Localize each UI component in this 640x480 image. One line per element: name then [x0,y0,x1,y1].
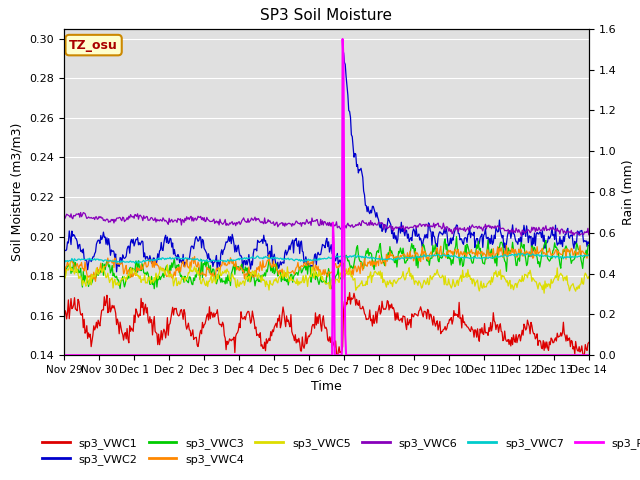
sp3_VWC7 [515,251,522,256]
sp3_VWC5 [371,270,378,276]
Title: SP3 Soil Moisture: SP3 Soil Moisture [260,9,392,24]
Line: sp3_VWC4: sp3_VWC4 [64,245,589,281]
sp3_VWC4 [154,263,161,268]
sp3_VWC7 [412,255,419,261]
sp3_VWC6 [77,210,84,216]
sp3_VWC6 [412,223,419,228]
sp3_VWC2 [585,240,593,246]
sp3_VWC3 [452,234,460,240]
sp3_VWC1 [333,358,341,363]
sp3_VWC7 [196,258,204,264]
sp3_VWC3 [60,274,68,280]
sp3_Rain [339,36,346,42]
sp3_VWC2 [340,49,348,55]
sp3_VWC4 [502,242,510,248]
sp3_VWC5 [60,271,68,277]
sp3_VWC3 [328,286,335,292]
sp3_VWC7 [131,260,139,266]
sp3_VWC7 [456,255,464,261]
sp3_VWC2 [298,249,306,254]
sp3_VWC3 [412,246,419,252]
sp3_VWC4 [92,278,99,284]
sp3_VWC2 [113,269,120,275]
Text: TZ_osu: TZ_osu [69,38,118,51]
Line: sp3_VWC3: sp3_VWC3 [64,237,589,289]
sp3_VWC4 [412,249,419,254]
sp3_Rain [195,352,203,358]
sp3_VWC2 [457,236,465,241]
sp3_VWC4 [60,265,68,271]
sp3_VWC4 [298,264,306,269]
sp3_VWC5 [540,290,548,296]
sp3_VWC6 [154,218,161,224]
sp3_Rain [298,352,305,358]
sp3_Rain [371,352,378,358]
sp3_VWC5 [298,277,306,283]
sp3_VWC6 [371,221,378,227]
Y-axis label: Rain (mm): Rain (mm) [622,159,635,225]
sp3_VWC1 [153,331,161,336]
sp3_Rain [585,352,593,358]
sp3_VWC2 [60,247,68,253]
sp3_VWC1 [585,339,593,345]
Y-axis label: Soil Moisture (m3/m3): Soil Moisture (m3/m3) [11,123,24,261]
sp3_VWC5 [412,278,419,284]
sp3_VWC1 [298,348,305,354]
sp3_VWC7 [60,259,68,264]
sp3_VWC4 [371,262,378,267]
sp3_VWC7 [585,252,593,258]
sp3_Rain [412,352,419,358]
sp3_VWC4 [585,251,593,257]
sp3_VWC3 [153,284,161,290]
sp3_VWC6 [518,233,525,239]
Line: sp3_VWC1: sp3_VWC1 [64,293,589,360]
sp3_VWC5 [456,275,464,281]
sp3_VWC5 [196,274,204,279]
sp3_VWC1 [60,320,68,326]
sp3_VWC2 [154,251,161,257]
sp3_VWC6 [298,220,306,226]
sp3_VWC1 [371,317,379,323]
sp3_VWC5 [585,274,593,279]
sp3_VWC4 [196,271,204,277]
sp3_VWC5 [154,276,161,282]
sp3_VWC2 [371,210,379,216]
sp3_VWC3 [585,242,593,248]
sp3_VWC3 [195,265,203,271]
sp3_Rain [60,352,68,358]
sp3_VWC2 [196,234,204,240]
sp3_VWC1 [346,290,353,296]
sp3_Rain [456,352,464,358]
Line: sp3_VWC7: sp3_VWC7 [64,253,589,263]
sp3_VWC1 [195,338,203,344]
sp3_VWC6 [196,214,204,220]
sp3_VWC7 [371,255,378,261]
sp3_VWC7 [154,256,161,262]
sp3_VWC2 [412,225,420,231]
sp3_VWC3 [298,270,305,276]
sp3_VWC6 [585,232,593,238]
Line: sp3_Rain: sp3_Rain [64,39,589,355]
Line: sp3_VWC6: sp3_VWC6 [64,213,589,236]
sp3_VWC5 [67,260,74,265]
sp3_Rain [153,352,161,358]
sp3_VWC3 [371,266,378,272]
sp3_VWC3 [457,255,465,261]
sp3_VWC7 [298,258,306,264]
X-axis label: Time: Time [311,381,342,394]
sp3_VWC4 [456,252,464,257]
sp3_VWC6 [456,225,464,231]
Legend: sp3_VWC1, sp3_VWC2, sp3_VWC3, sp3_VWC4, sp3_VWC5, sp3_VWC6, sp3_VWC7, sp3_Rain: sp3_VWC1, sp3_VWC2, sp3_VWC3, sp3_VWC4, … [38,433,640,469]
Line: sp3_VWC5: sp3_VWC5 [64,263,589,293]
sp3_VWC1 [457,315,465,321]
Line: sp3_VWC2: sp3_VWC2 [64,52,589,272]
sp3_VWC1 [412,312,420,317]
sp3_VWC6 [60,215,68,220]
